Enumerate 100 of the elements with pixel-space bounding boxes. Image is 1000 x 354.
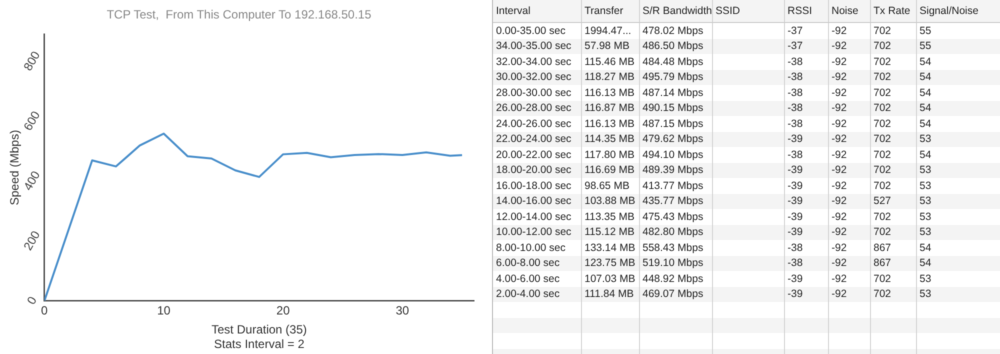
text: 435.77 Mbps [642,195,704,208]
text: -92 [832,210,847,223]
text: 14.00-16.00 sec [496,195,572,208]
text: 702 [874,86,892,99]
text: 702 [874,133,892,146]
text: 487.15 Mbps [642,118,704,130]
text: 527 [874,195,892,208]
text: 55 [920,40,932,52]
text: 54 [920,86,932,99]
text: 702 [874,226,892,238]
text: -92 [832,86,847,99]
text: 702 [874,102,892,114]
text: -92 [832,164,847,176]
text: 133.14 MB [584,242,636,254]
text: -92 [832,40,847,52]
text: 490.15 Mbps [642,102,704,114]
text: 484.48 Mbps [642,56,704,68]
text: -38 [788,148,803,161]
text: 16.00-18.00 sec [496,180,572,192]
text: -92 [832,133,847,146]
text: 53 [920,288,932,300]
text: 53 [920,133,932,146]
text: 116.13 MB [584,118,635,130]
text: 123.75 MB [584,257,636,270]
x-axis-title: Test Duration (35) [212,322,307,337]
text: 702 [874,118,892,130]
text: 479.62 Mbps [642,133,704,146]
text: -38 [788,118,803,130]
text: 448.92 Mbps [642,272,704,285]
text: 24.00-26.00 sec [496,118,572,130]
text: 487.14 Mbps [642,86,704,99]
text: 54 [920,118,932,130]
text: -92 [832,257,847,270]
text: 20.00-22.00 sec [496,148,572,161]
text: -39 [788,133,803,146]
text: 53 [920,180,932,192]
text: 54 [920,242,932,254]
text: 702 [874,56,892,68]
text: 489.39 Mbps [642,164,704,176]
text: 867 [874,242,892,254]
y-tick-label: 0 [24,294,40,307]
text: -38 [788,257,803,270]
text: 486.50 Mbps [642,40,704,52]
text: 34.00-35.00 sec [496,40,572,52]
text: -38 [788,102,803,114]
text: 53 [920,210,932,223]
text: 111.84 MB [584,288,634,300]
text: 519.10 Mbps [642,257,704,270]
text: 113.35 MB [584,210,635,223]
text: 0.00-35.00 sec [496,24,566,37]
text: -92 [832,118,847,130]
text: -92 [832,288,847,300]
text: 116.69 MB [584,164,635,176]
text: 702 [874,288,892,300]
text: -92 [832,56,847,68]
text: 1994.47... [584,24,632,37]
text: 6.00-8.00 sec [496,257,560,270]
text: -37 [788,40,803,52]
text: 702 [874,164,892,176]
text: 495.79 Mbps [642,71,704,84]
text: 867 [874,257,892,270]
text: 10.00-12.00 sec [496,226,572,238]
text: 702 [874,71,892,84]
y-tick-label: 800 [20,48,44,74]
text: 107.03 MB [584,272,636,285]
x-tick-label: 30 [396,303,410,318]
text: 103.88 MB [584,195,636,208]
y-axis-title: Speed (Mbps) [8,130,22,206]
text: 115.12 MB [584,226,635,238]
text: 482.80 Mbps [642,226,704,238]
text: 478.02 Mbps [642,24,704,37]
text: -92 [832,242,847,254]
text: 53 [920,272,932,285]
text: 494.10 Mbps [642,148,704,161]
text: -92 [832,102,847,114]
text: 54 [920,257,932,270]
text: 54 [920,102,932,114]
text: 702 [874,24,892,37]
text: 469.07 Mbps [642,288,704,300]
text: -92 [832,71,847,84]
category-label: SSID [712,0,784,22]
chart-title: TCP Test, From This Computer To 192.168.50.15 [106,8,372,22]
category-label: Noise [828,0,870,22]
text: 22.00-24.00 sec [496,133,572,146]
text: -92 [832,148,847,161]
text: -38 [788,86,803,99]
category-label: Signal/Noise [916,0,1000,22]
y-tick-label: 200 [20,228,44,253]
text: 57.98 MB [584,40,630,52]
text: 413.77 Mbps [642,180,704,192]
text: -92 [832,272,847,285]
text: -39 [788,288,803,300]
text: 53 [920,195,932,208]
category-label: Tx Rate [870,0,916,22]
text: 26.00-28.00 sec [496,102,572,114]
text: -38 [788,242,803,254]
y-tick-label: 400 [20,168,44,193]
text: 54 [920,148,932,161]
text: 115.46 MB [584,56,635,68]
text: 475.43 Mbps [642,210,704,223]
